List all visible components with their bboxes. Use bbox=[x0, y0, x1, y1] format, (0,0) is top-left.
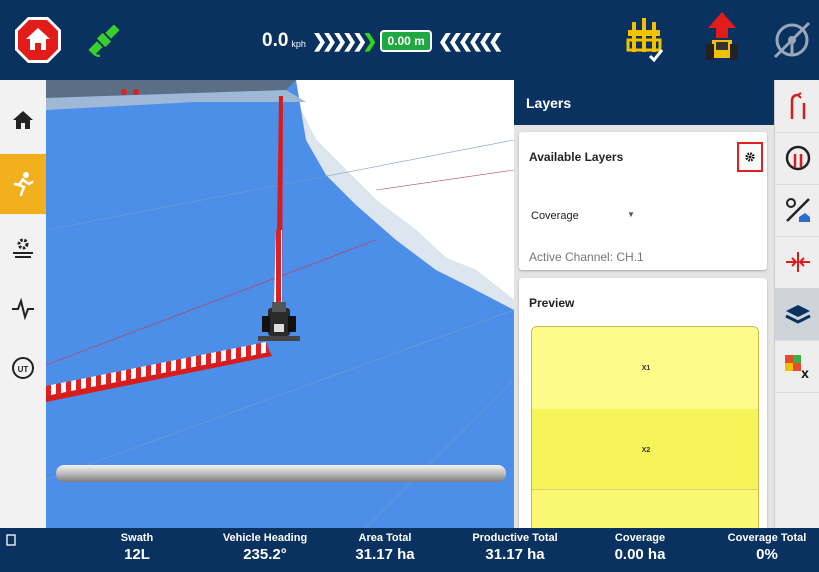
prescription-button[interactable]: x bbox=[775, 340, 819, 393]
speed-value: 0.0 bbox=[262, 30, 289, 51]
tractor-engage-icon[interactable] bbox=[700, 12, 744, 66]
stat-label: Coverage bbox=[614, 532, 666, 544]
nudge-button[interactable] bbox=[775, 236, 819, 289]
stat-coverage: Coverage 0.00 ha bbox=[600, 532, 680, 563]
nav-run-screen[interactable] bbox=[0, 154, 46, 214]
preview-map[interactable]: X1 X2 bbox=[531, 326, 759, 528]
stat-value: 235.2° bbox=[243, 546, 287, 563]
tractor-marker-icon bbox=[258, 302, 300, 341]
runner-icon bbox=[13, 172, 34, 197]
preview-card: Preview X1 X2 bbox=[519, 278, 767, 528]
home-stop-icon[interactable] bbox=[14, 16, 62, 64]
stat-value: 31.17 ha bbox=[355, 546, 415, 563]
stat-area-total: Area Total 31.17 ha bbox=[345, 532, 425, 563]
speed-unit: kph bbox=[291, 39, 306, 49]
stat-value: 0.00 ha bbox=[614, 546, 666, 563]
signal-pulse-icon bbox=[12, 297, 34, 321]
zone-label: X1 bbox=[641, 365, 651, 372]
nav-home[interactable] bbox=[0, 90, 46, 150]
layer-settings-button[interactable] bbox=[737, 142, 763, 172]
stat-label: Vehicle Heading bbox=[222, 532, 308, 544]
stat-label: Productive Total bbox=[472, 532, 558, 544]
document-icon[interactable] bbox=[6, 534, 16, 546]
svg-text:x: x bbox=[801, 365, 809, 381]
bottom-stats-bar: Swath 12L Vehicle Heading 235.2° Area To… bbox=[0, 528, 819, 572]
stat-swath: Swath 12L bbox=[102, 532, 172, 563]
zone-3-region bbox=[532, 489, 758, 528]
preview-title: Preview bbox=[529, 296, 575, 310]
guidance-map-view[interactable] bbox=[46, 80, 514, 528]
guidance-lines-button[interactable] bbox=[775, 80, 819, 133]
implement-status-icon[interactable] bbox=[620, 16, 666, 63]
satellite-gps-icon[interactable] bbox=[84, 20, 124, 60]
gear-icon bbox=[745, 152, 755, 162]
stat-value: 0% bbox=[756, 546, 778, 563]
nav-field-setup[interactable] bbox=[0, 218, 46, 278]
turn-pattern-icon bbox=[785, 145, 810, 171]
steering-disabled-icon[interactable] bbox=[770, 18, 814, 62]
left-navigation: UT bbox=[0, 80, 47, 528]
nav-diagnostics[interactable] bbox=[0, 278, 46, 338]
layers-button[interactable] bbox=[775, 288, 819, 341]
stat-vehicle-heading: Vehicle Heading 235.2° bbox=[210, 532, 320, 563]
svg-text:UT: UT bbox=[18, 365, 29, 374]
layers-panel-header: Layers bbox=[514, 80, 774, 125]
field-gear-icon bbox=[13, 238, 33, 258]
layer-dropdown[interactable]: Coverage bbox=[531, 210, 579, 222]
guidance-lines-icon bbox=[790, 92, 805, 119]
stat-label: Coverage Total bbox=[727, 532, 807, 544]
prescription-map-icon: x bbox=[784, 355, 809, 381]
layers-icon bbox=[784, 305, 811, 324]
available-layers-title: Available Layers bbox=[529, 150, 624, 164]
zone-label: X2 bbox=[641, 447, 651, 454]
ut-icon: UT bbox=[12, 357, 34, 379]
boundary-button[interactable] bbox=[775, 184, 819, 237]
right-guidance-chevrons: ❮❮❮❮❮❮ bbox=[437, 30, 503, 51]
right-toolbar: x bbox=[774, 80, 819, 528]
boundary-pin-icon bbox=[785, 198, 810, 222]
nav-universal-terminal[interactable]: UT bbox=[0, 338, 46, 398]
chevron-down-icon[interactable]: ▼ bbox=[627, 210, 635, 219]
stat-value: 31.17 ha bbox=[485, 546, 545, 563]
stat-value: 12L bbox=[124, 546, 150, 563]
stat-label: Area Total bbox=[358, 532, 412, 544]
home-icon bbox=[13, 111, 33, 129]
stat-coverage-total: Coverage Total 0% bbox=[718, 532, 816, 563]
turn-pattern-button[interactable] bbox=[775, 132, 819, 185]
left-guidance-chevrons: ❯❯❯❯❯ bbox=[311, 30, 367, 51]
nudge-arrows-icon bbox=[785, 252, 810, 272]
top-status-bar: 0.0 kph ❯❯❯❯❯ ❯ 0.00 m ❮❮❮❮❮❮ bbox=[0, 0, 819, 80]
active-channel-text: Active Channel: CH.1 bbox=[529, 250, 644, 264]
stat-productive-total: Productive Total 31.17 ha bbox=[460, 532, 570, 563]
cross-track-offset: 0.00 m bbox=[380, 30, 432, 52]
available-layers-card: Available Layers Coverage ▼ Active Chann… bbox=[519, 132, 767, 270]
stat-label: Swath bbox=[120, 532, 154, 544]
on-line-chevron-icon: ❯ bbox=[362, 30, 377, 51]
zone-2-region bbox=[532, 409, 758, 489]
speed-guidance-readout: 0.0 kph ❯❯❯❯❯ ❯ 0.00 m ❮❮❮❮❮❮ bbox=[262, 26, 503, 56]
